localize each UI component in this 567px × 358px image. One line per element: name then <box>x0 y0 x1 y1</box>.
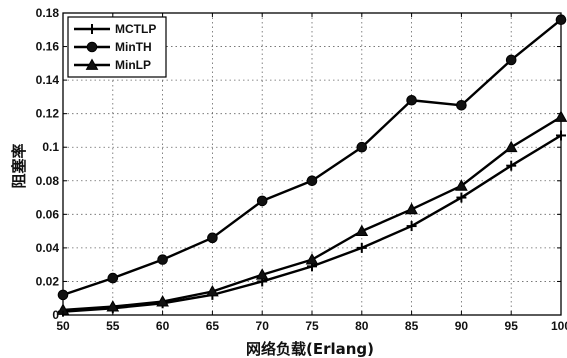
x-tick-label: 50 <box>56 319 70 333</box>
data-point-minlp <box>504 140 518 153</box>
legend-marker-mctlp <box>87 24 97 34</box>
data-point-minlp <box>206 284 219 297</box>
x-tick-label: 85 <box>405 319 419 333</box>
legend-label-minth: MinTH <box>115 40 152 54</box>
data-point-minth <box>306 175 318 187</box>
data-point-minth <box>505 54 517 66</box>
x-tick-label: 60 <box>156 319 170 333</box>
y-axis-title: 阻塞率 <box>10 143 28 188</box>
data-point-minth <box>456 99 467 111</box>
legend-label-mctlp: MCTLP <box>115 22 156 36</box>
data-point-mctlp <box>456 192 467 203</box>
y-tick-label: 0.14 <box>36 73 60 87</box>
x-axis-ticks: 50 55 60 65 70 75 80 85 90 95 100 <box>56 13 567 333</box>
y-tick-label: 0.02 <box>36 274 60 288</box>
x-tick-label: 90 <box>455 319 469 333</box>
y-tick-label: 0.12 <box>36 107 60 121</box>
y-axis-ticks: 0 0.02 0.04 0.06 0.08 0.1 0.12 0.14 0.16 0.18 <box>36 6 561 322</box>
data-point-mctlp <box>406 221 417 232</box>
series-line-minlp <box>62 115 562 312</box>
data-point-mctlp <box>356 242 367 253</box>
data-point-minth <box>57 289 69 301</box>
y-tick-label: 0.06 <box>36 207 60 221</box>
y-tick-label: 0.04 <box>36 241 60 255</box>
y-tick-label: 0.08 <box>36 174 60 188</box>
data-point-minlp <box>405 202 418 215</box>
x-tick-label: 75 <box>305 319 319 333</box>
x-axis-title: 网络负载(Erlang) <box>246 340 374 358</box>
data-point-mctlp <box>506 160 517 171</box>
x-tick-label: 80 <box>355 319 369 333</box>
data-point-minlp <box>355 224 369 237</box>
x-tick-label: 70 <box>256 319 270 333</box>
legend: MCTLP MinTH MinLP <box>67 16 167 78</box>
data-point-minlp <box>554 110 567 122</box>
data-point-minth <box>256 195 268 207</box>
data-point-mctlp <box>556 130 566 141</box>
x-tick-label: 65 <box>206 319 220 333</box>
data-point-minlp <box>255 268 269 280</box>
data-point-minth <box>356 141 368 153</box>
legend-marker-minlp <box>85 58 99 70</box>
data-point-minlp <box>305 253 319 265</box>
x-tick-label: 95 <box>505 319 519 333</box>
data-point-minth <box>207 232 218 244</box>
data-point-minlp <box>156 295 169 307</box>
legend-marker-minth <box>86 41 98 53</box>
y-tick-label: 0.18 <box>36 6 60 20</box>
x-tick-label: 100 <box>551 319 567 333</box>
y-tick-label: 0.16 <box>36 40 60 54</box>
y-tick-label: 0.1 <box>42 140 59 154</box>
x-tick-label: 55 <box>106 319 120 333</box>
data-point-minth <box>406 94 417 106</box>
legend-label-minlp: MinLP <box>115 58 151 72</box>
y-tick-label: 0 <box>52 308 59 322</box>
data-point-minth <box>157 254 168 265</box>
data-point-minth <box>107 272 119 284</box>
data-point-minlp <box>455 179 468 191</box>
